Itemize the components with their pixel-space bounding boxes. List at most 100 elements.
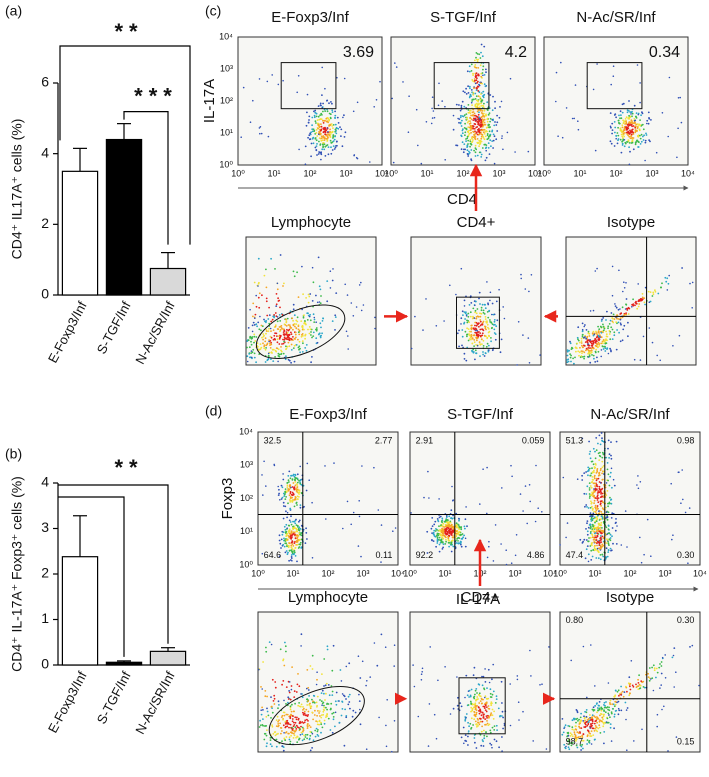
event-dot — [471, 337, 474, 340]
event-dot — [502, 716, 504, 719]
event-dot — [475, 79, 478, 82]
event-dot — [576, 478, 579, 481]
event-dot — [341, 708, 344, 710]
event-dot — [612, 708, 614, 710]
event-dot — [274, 681, 277, 683]
event-dot — [603, 704, 605, 706]
event-dot — [391, 97, 394, 100]
event-dot — [296, 504, 298, 506]
event-dot — [448, 534, 450, 537]
event-dot — [278, 338, 281, 340]
event-dot — [335, 145, 337, 147]
event-dot — [470, 143, 473, 146]
event-dot — [666, 289, 669, 291]
event-dot — [247, 339, 250, 342]
event-dot — [470, 302, 473, 304]
event-dot — [450, 517, 452, 519]
event-dot — [596, 711, 598, 714]
event-dot — [240, 136, 242, 138]
event-dot — [484, 704, 487, 706]
x-axis-label: CD4 — [447, 191, 477, 208]
event-dot — [480, 306, 483, 309]
event-dot — [345, 665, 348, 668]
event-dot — [310, 155, 312, 158]
event-dot — [478, 139, 481, 142]
event-dot — [559, 544, 561, 546]
event-dot — [500, 543, 502, 545]
event-dot — [292, 319, 294, 322]
event-dot — [611, 338, 614, 340]
event-dot — [365, 748, 368, 750]
event-dot — [299, 705, 302, 708]
event-dot — [393, 644, 396, 646]
event-dot — [476, 87, 478, 90]
event-dot — [432, 531, 435, 534]
quadrant-value: 0.30 — [677, 615, 695, 625]
event-dot — [417, 144, 419, 147]
event-dot — [325, 716, 327, 718]
event-dot — [618, 114, 620, 117]
x-tick-label: 10⁴ — [681, 168, 695, 178]
event-dot — [465, 311, 467, 314]
event-dot — [260, 709, 263, 711]
cd4-gate — [458, 677, 506, 735]
event-dot — [599, 469, 602, 472]
event-dot — [486, 698, 488, 700]
event-dot — [480, 309, 483, 312]
event-dot — [290, 685, 293, 687]
event-dot — [631, 140, 634, 143]
event-dot — [594, 457, 597, 460]
event-dot — [461, 329, 464, 331]
event-dot — [304, 145, 307, 148]
event-dot — [585, 337, 587, 340]
event-dot — [660, 661, 663, 663]
event-dot — [621, 690, 624, 693]
event-dot — [628, 121, 631, 124]
event-dot — [581, 736, 584, 739]
event-dot — [600, 532, 603, 534]
event-dot — [486, 687, 488, 689]
event-dot — [331, 669, 334, 672]
event-dot — [350, 523, 353, 526]
event-dot — [460, 323, 462, 325]
event-dot — [516, 678, 519, 681]
event-dot — [290, 474, 292, 477]
event-dot — [472, 315, 474, 318]
event-dot — [583, 538, 586, 541]
event-dot — [323, 719, 326, 722]
event-dot — [295, 488, 297, 490]
event-dot — [482, 105, 485, 107]
event-dot — [315, 149, 318, 151]
event-dot — [495, 698, 498, 700]
event-dot — [626, 111, 629, 114]
event-dot — [452, 499, 455, 501]
event-dot — [620, 114, 622, 116]
event-dot — [255, 305, 258, 308]
event-dot — [320, 135, 323, 138]
event-dot — [351, 715, 354, 718]
event-dot — [589, 525, 592, 528]
event-dot — [611, 294, 614, 297]
event-dot — [599, 554, 602, 556]
event-dot — [286, 553, 289, 556]
event-dot — [588, 335, 591, 337]
event-dot — [322, 710, 325, 713]
event-dot — [291, 560, 293, 562]
event-dot — [313, 114, 316, 117]
event-dot — [596, 532, 599, 535]
event-dot — [443, 535, 446, 537]
event-dot — [266, 342, 269, 345]
event-dot — [298, 526, 301, 529]
event-dot — [637, 487, 640, 490]
event-dot — [479, 332, 482, 334]
event-dot — [627, 109, 630, 112]
event-dot — [626, 546, 628, 548]
event-dot — [319, 302, 322, 305]
event-dot — [488, 545, 490, 548]
event-dot — [481, 147, 484, 149]
event-dot — [431, 539, 433, 541]
event-dot — [609, 547, 612, 550]
event-dot — [483, 121, 486, 124]
event-dot — [311, 732, 314, 735]
event-dot — [307, 720, 309, 722]
